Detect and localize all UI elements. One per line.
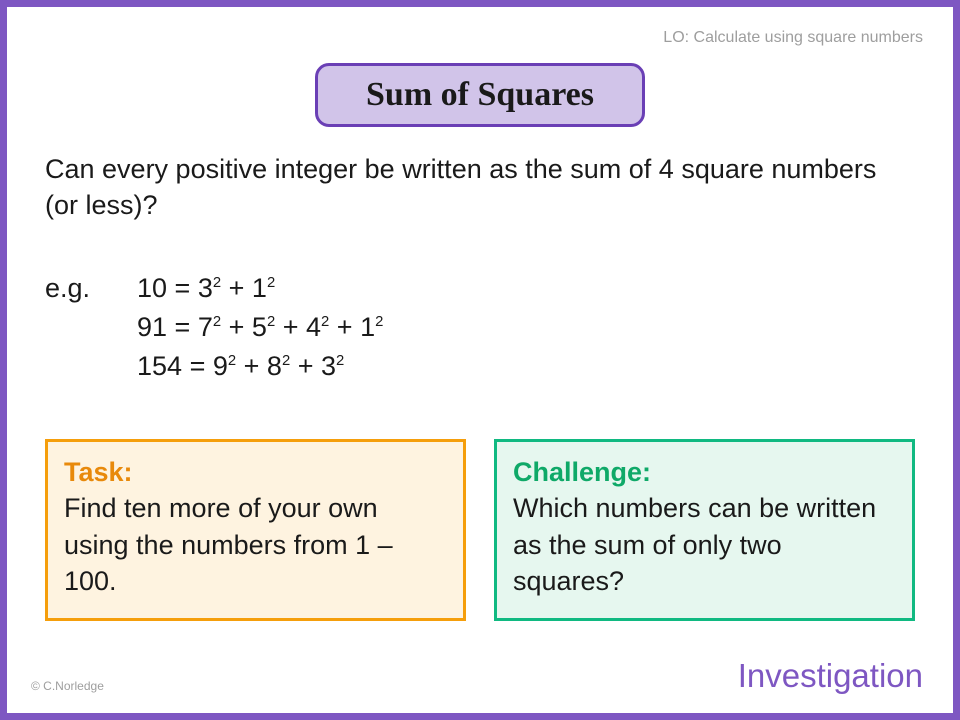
slide-content: LO: Calculate using square numbers Sum o… — [27, 25, 933, 695]
task-body: Find ten more of your own using the numb… — [64, 493, 393, 596]
challenge-box: Challenge: Which numbers can be written … — [494, 439, 915, 621]
main-question: Can every positive integer be written as… — [45, 151, 915, 224]
learning-objective: LO: Calculate using square numbers — [663, 29, 923, 47]
activity-boxes: Task: Find ten more of your own using th… — [45, 439, 915, 621]
task-heading: Task: — [64, 457, 133, 487]
challenge-heading: Challenge: — [513, 457, 651, 487]
example-3: 154 = 92 + 82 + 32 — [137, 347, 344, 386]
slide-border: LO: Calculate using square numbers Sum o… — [0, 0, 960, 720]
example-2: 91 = 72 + 52 + 42 + 12 — [137, 308, 383, 347]
task-box: Task: Find ten more of your own using th… — [45, 439, 466, 621]
copyright: © C.Norledge — [31, 679, 104, 693]
slide-title: Sum of Squares — [315, 63, 645, 127]
examples-label: e.g. — [45, 269, 137, 308]
example-1: 10 = 32 + 12 — [137, 269, 275, 308]
worked-examples: e.g. 10 = 32 + 12 91 = 72 + 52 + 42 + 12… — [45, 269, 383, 386]
slide-type-label: Investigation — [738, 657, 923, 695]
challenge-body: Which numbers can be written as the sum … — [513, 493, 876, 596]
